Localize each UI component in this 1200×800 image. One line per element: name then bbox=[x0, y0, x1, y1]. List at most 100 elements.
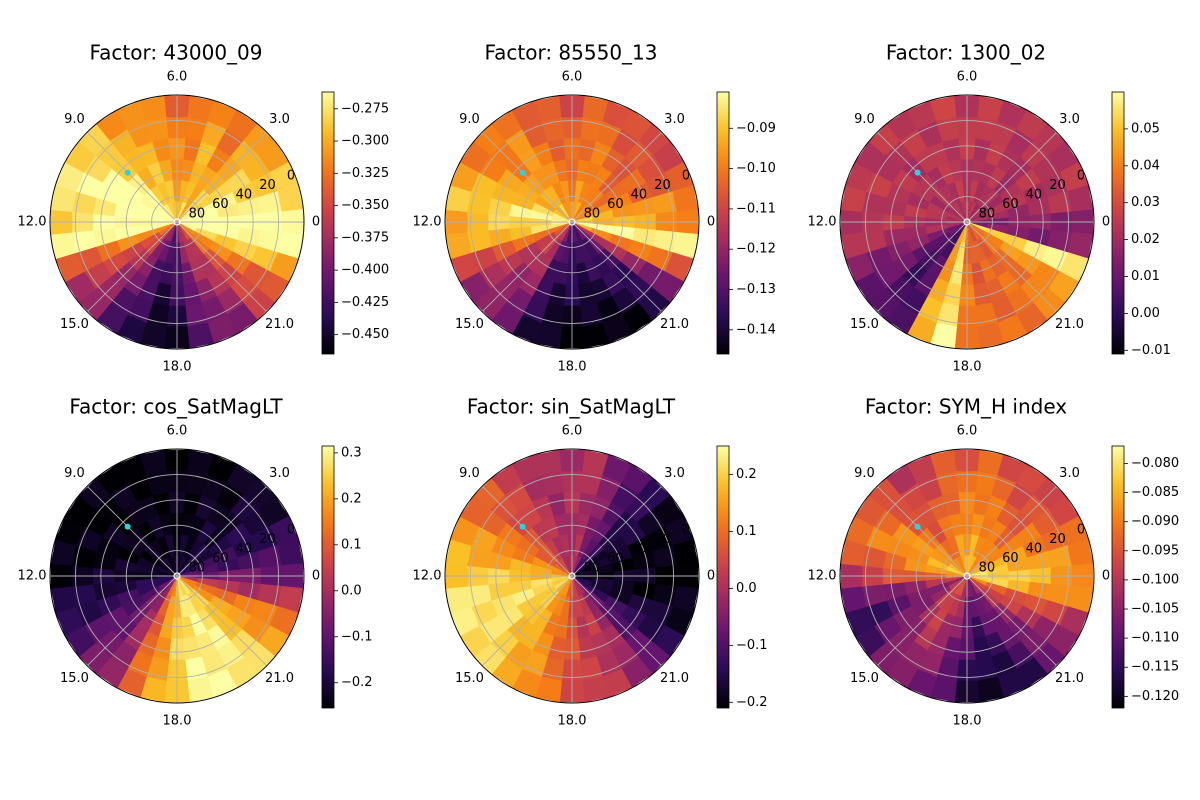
radial-tick-label: 80 bbox=[979, 206, 996, 221]
colorbar-tick-label: −0.425 bbox=[341, 295, 389, 310]
mlt-label: 6.0 bbox=[167, 70, 188, 85]
colorbar-tick-label: 0.04 bbox=[1131, 158, 1160, 173]
grid-spoke bbox=[481, 221, 573, 313]
grid-spoke bbox=[176, 131, 268, 223]
grid-spoke bbox=[481, 575, 573, 667]
radial-tick-label: 0 bbox=[1077, 522, 1085, 537]
colorbar-tick-label: −0.400 bbox=[341, 263, 389, 278]
pole-marker bbox=[568, 218, 576, 226]
radial-tick-label: 40 bbox=[631, 187, 648, 202]
radial-tick-label: 60 bbox=[607, 551, 624, 566]
polar-frame bbox=[839, 448, 1095, 704]
mlt-label: 15.0 bbox=[455, 317, 484, 332]
radial-tick-label: 60 bbox=[212, 197, 229, 212]
mlt-label: 3.0 bbox=[269, 466, 290, 481]
satellite-point bbox=[519, 169, 526, 176]
colorbar-tick-label: −0.09 bbox=[736, 121, 776, 136]
colorbar bbox=[321, 445, 335, 709]
satellite-point bbox=[124, 523, 131, 530]
panel-title: Factor: 43000_09 bbox=[89, 41, 262, 65]
colorbar-tick-label: 0.2 bbox=[341, 491, 362, 506]
mlt-label: 18.0 bbox=[163, 714, 192, 729]
grid-spoke bbox=[876, 221, 968, 313]
satellite-point bbox=[124, 169, 131, 176]
mlt-label: 21.0 bbox=[265, 671, 294, 686]
mlt-label: 18.0 bbox=[558, 714, 587, 729]
grid-spoke bbox=[571, 131, 663, 223]
panel-4: Factor: cos_SatMagLT 0 3.0 6.0 9.0 12.0 15.0 18… bbox=[18, 395, 373, 729]
radial-tick-label: 40 bbox=[631, 541, 648, 556]
radial-tick-label: 40 bbox=[236, 187, 253, 202]
grid-spoke bbox=[966, 221, 1058, 313]
mlt-label: 12.0 bbox=[808, 569, 837, 584]
colorbar-tick-label: −0.275 bbox=[341, 101, 389, 116]
polar-frame bbox=[49, 94, 305, 350]
colorbar bbox=[1111, 445, 1125, 709]
polar-frame bbox=[444, 94, 700, 350]
colorbar bbox=[716, 445, 730, 709]
radial-tick-label: 60 bbox=[1002, 551, 1019, 566]
radial-tick-label: 20 bbox=[654, 178, 671, 193]
polar-heatmap bbox=[445, 449, 699, 703]
mlt-label: 9.0 bbox=[854, 466, 875, 481]
radial-tick-label: 20 bbox=[259, 532, 276, 547]
panel-1: Factor: 43000_09 0 3.0 6.0 9.0 12.0 15.0 18.0 21… bbox=[18, 41, 390, 375]
mlt-label: 0 bbox=[312, 215, 320, 230]
radial-tick-label: 80 bbox=[189, 560, 206, 575]
colorbar-tick-label: 0.1 bbox=[341, 537, 362, 552]
radial-tick-label: 0 bbox=[682, 522, 690, 537]
colorbar-tick-label: −0.2 bbox=[736, 695, 768, 710]
grid-spoke bbox=[571, 575, 663, 667]
colorbar-tick-label: −0.13 bbox=[736, 282, 776, 297]
mlt-label: 3.0 bbox=[664, 112, 685, 127]
mlt-label: 18.0 bbox=[953, 714, 982, 729]
mlt-label: 6.0 bbox=[957, 424, 978, 439]
radial-tick-label: 0 bbox=[1077, 168, 1085, 183]
colorbar-tick-label: 0.02 bbox=[1131, 232, 1160, 247]
radial-tick-label: 20 bbox=[1049, 532, 1066, 547]
radial-tick-label: 20 bbox=[654, 532, 671, 547]
mlt-label: 9.0 bbox=[64, 112, 85, 127]
colorbar-tick-label: 0.00 bbox=[1131, 306, 1160, 321]
grid-spoke bbox=[176, 485, 268, 577]
panel-2: Factor: 85550_13 0 3.0 6.0 9.0 12.0 15.0 18.0 21… bbox=[413, 41, 776, 375]
mlt-label: 21.0 bbox=[265, 317, 294, 332]
mlt-label: 3.0 bbox=[1059, 112, 1080, 127]
colorbar-tick-label: −0.105 bbox=[1131, 602, 1179, 617]
mlt-label: 0 bbox=[707, 569, 715, 584]
mlt-label: 15.0 bbox=[850, 671, 879, 686]
colorbar-tick-label: −0.080 bbox=[1131, 456, 1179, 471]
mlt-label: 3.0 bbox=[269, 112, 290, 127]
colorbar-tick-label: −0.300 bbox=[341, 134, 389, 149]
mlt-label: 15.0 bbox=[60, 671, 89, 686]
polar-frame bbox=[49, 448, 305, 704]
radial-tick-label: 0 bbox=[287, 522, 295, 537]
mlt-label: 18.0 bbox=[558, 360, 587, 375]
grid-spoke bbox=[86, 485, 178, 577]
mlt-label: 9.0 bbox=[64, 466, 85, 481]
polar-frame bbox=[444, 448, 700, 704]
colorbar-tick-label: −0.100 bbox=[1131, 572, 1179, 587]
colorbar-tick-label: −0.110 bbox=[1131, 631, 1179, 646]
pole-marker bbox=[173, 218, 181, 226]
mlt-label: 21.0 bbox=[1055, 671, 1084, 686]
pole-marker bbox=[568, 572, 576, 580]
pole-marker bbox=[173, 572, 181, 580]
colorbar-tick-label: −0.14 bbox=[736, 322, 776, 337]
grid-spoke bbox=[876, 575, 968, 667]
grid-spoke bbox=[966, 131, 1058, 223]
colorbar-tick-label: −0.450 bbox=[341, 327, 389, 342]
radial-tick-label: 80 bbox=[979, 560, 996, 575]
radial-tick-label: 80 bbox=[189, 206, 206, 221]
mlt-label: 6.0 bbox=[957, 70, 978, 85]
radial-tick-label: 20 bbox=[259, 178, 276, 193]
colorbar-tick-label: −0.12 bbox=[736, 242, 776, 257]
mlt-label: 9.0 bbox=[854, 112, 875, 127]
colorbar-tick-label: −0.1 bbox=[736, 638, 768, 653]
mlt-label: 3.0 bbox=[664, 466, 685, 481]
grid-spoke bbox=[571, 221, 663, 313]
colorbar-tick-label: −0.350 bbox=[341, 198, 389, 213]
radial-tick-label: 60 bbox=[212, 551, 229, 566]
grid-spoke bbox=[86, 575, 178, 667]
